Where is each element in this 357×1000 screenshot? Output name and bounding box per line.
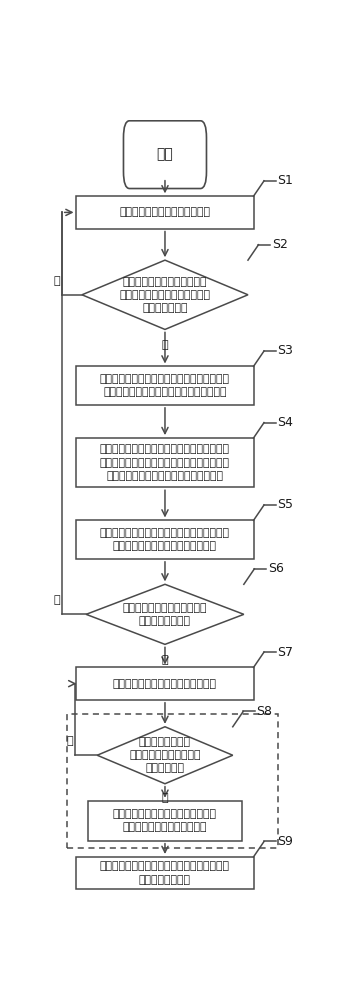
FancyBboxPatch shape bbox=[124, 121, 206, 189]
Text: S3: S3 bbox=[277, 344, 293, 358]
Bar bbox=[76, 520, 253, 559]
Text: 是: 是 bbox=[162, 340, 168, 350]
Text: 根据设定权重将所有的主网络参数进
行聚合并广播给所有终端设备: 根据设定权重将所有的主网络参数进 行聚合并广播给所有终端设备 bbox=[113, 809, 217, 832]
Bar bbox=[76, 438, 253, 487]
Text: S9: S9 bbox=[277, 835, 293, 848]
Text: S7: S7 bbox=[277, 646, 293, 659]
Text: 判断当前时刻状态信息和上一
时刻状态信息变化差値是否超过
预设差値门限値: 判断当前时刻状态信息和上一 时刻状态信息变化差値是否超过 预设差値门限値 bbox=[120, 277, 211, 313]
Polygon shape bbox=[82, 260, 248, 329]
Text: 基站判断其收集的
主网络参数量是否达到预
设收集门限値: 基站判断其收集的 主网络参数量是否达到预 设收集门限値 bbox=[129, 737, 201, 773]
Bar bbox=[76, 366, 253, 405]
Text: 终端设备将其主网络参数上传至基站: 终端设备将其主网络参数上传至基站 bbox=[113, 679, 217, 689]
Bar bbox=[87, 801, 242, 841]
Polygon shape bbox=[97, 727, 233, 784]
Bar bbox=[76, 667, 253, 700]
Text: 终端设备从环境中收集状态信息: 终端设备从环境中收集状态信息 bbox=[120, 207, 211, 217]
Text: S2: S2 bbox=[272, 238, 288, 251]
Text: 否: 否 bbox=[54, 276, 60, 286]
Text: S1: S1 bbox=[277, 174, 293, 187]
Text: 收集下一时刻状态信息和奖励信息，并将当前
时刻状态信息、当前时刻动作、下一时刻状态
信息和奖励信息组成经验元组放入记忆池: 收集下一时刻状态信息和奖励信息，并将当前 时刻状态信息、当前时刻动作、下一时刻状… bbox=[100, 444, 230, 481]
Text: S6: S6 bbox=[268, 562, 283, 575]
Text: S8: S8 bbox=[257, 705, 272, 718]
Bar bbox=[67, 714, 278, 848]
Text: 是: 是 bbox=[162, 793, 168, 803]
Polygon shape bbox=[86, 584, 244, 644]
Bar bbox=[76, 857, 253, 889]
Text: S4: S4 bbox=[277, 416, 293, 429]
Text: 否: 否 bbox=[66, 736, 73, 746]
Text: 是: 是 bbox=[162, 655, 168, 665]
Bar bbox=[76, 196, 253, 229]
Text: 根据当前状态信息对主网络中的行动者网络信
道传输的频谱、子信道和传输功率进行决策: 根据当前状态信息对主网络中的行动者网络信 道传输的频谱、子信道和传输功率进行决策 bbox=[100, 374, 230, 397]
Text: 终端设备根据接收到的聚合参数更新其主网络
和目标网络的参数: 终端设备根据接收到的聚合参数更新其主网络 和目标网络的参数 bbox=[100, 861, 230, 885]
Text: S5: S5 bbox=[277, 498, 293, 512]
Text: 否: 否 bbox=[54, 595, 60, 605]
Text: 判断终端设备累计梯度是否达
到预设梯度门限値: 判断终端设备累计梯度是否达 到预设梯度门限値 bbox=[123, 603, 207, 626]
Text: 利用记忆池中的经验元组采用梯度下降法训练
主网络中的行动者网络和评论家网络: 利用记忆池中的经验元组采用梯度下降法训练 主网络中的行动者网络和评论家网络 bbox=[100, 528, 230, 551]
Text: 开始: 开始 bbox=[157, 148, 174, 162]
